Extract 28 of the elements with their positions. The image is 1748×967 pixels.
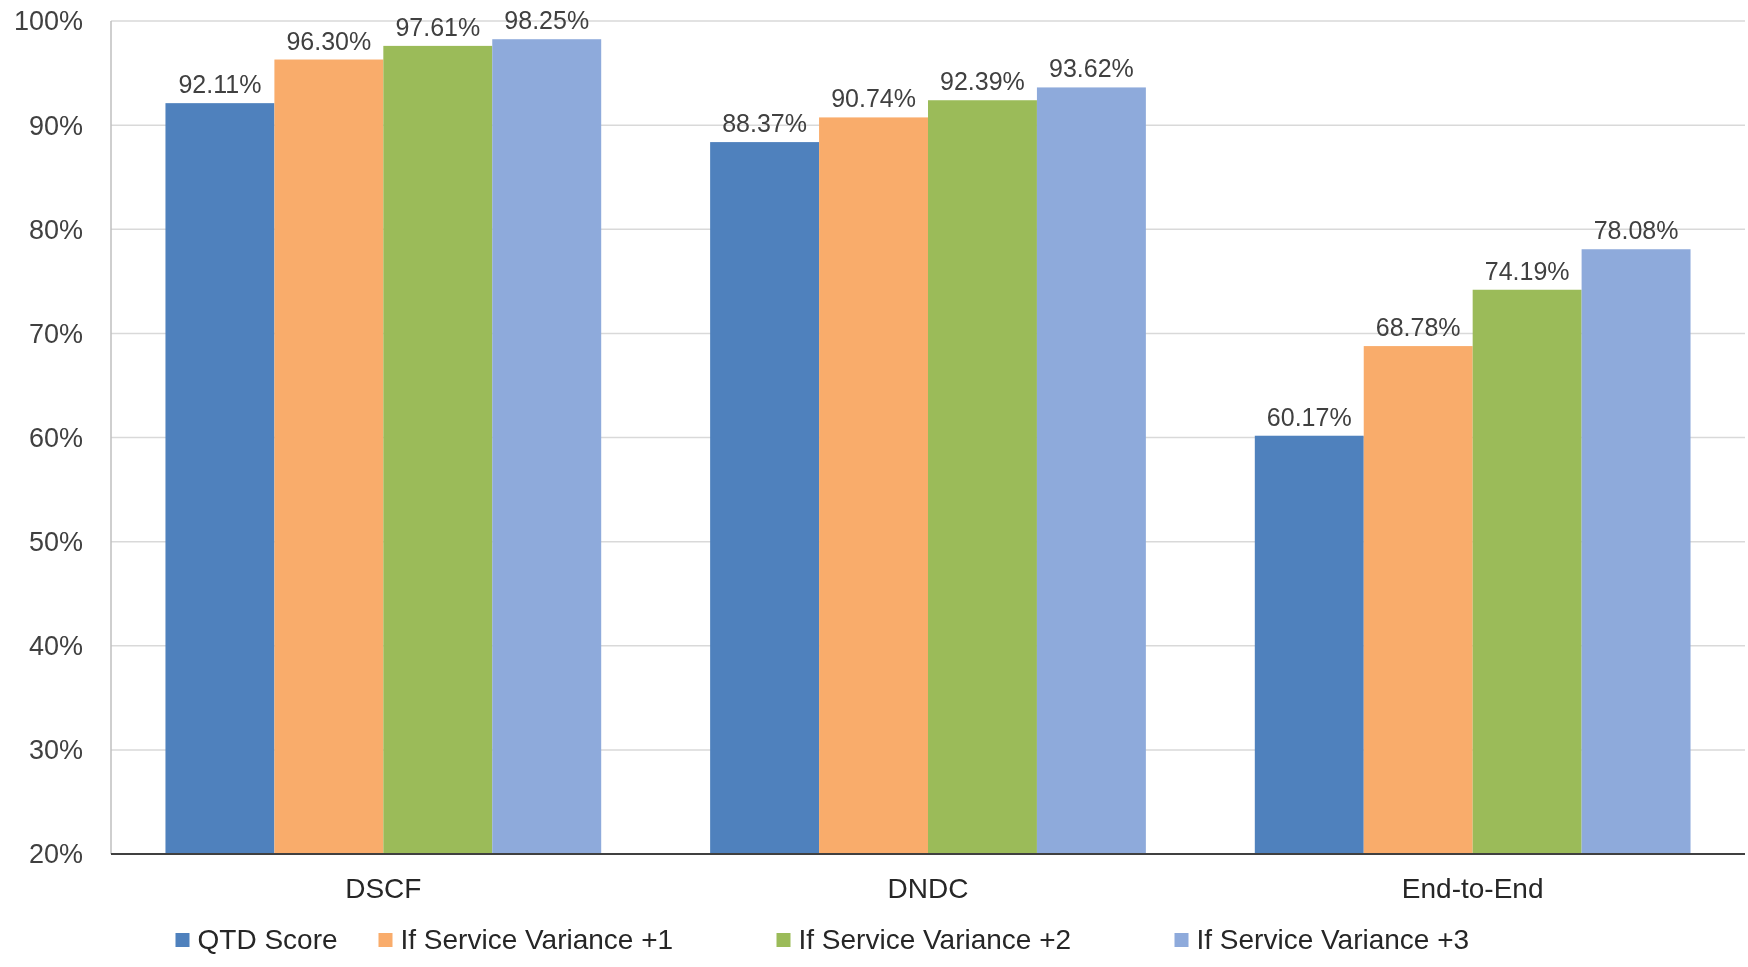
data-label: 96.30% [286,26,372,55]
x-tick-label: DNDC [887,873,969,904]
data-label: 68.78% [1375,313,1461,342]
legend-label: If Service Variance +3 [1196,924,1470,955]
data-label: 88.37% [722,109,807,138]
legend-label: If Service Variance +2 [798,924,1072,955]
data-label: 97.61% [395,12,481,41]
y-tick-label: 100% [13,6,83,37]
x-tick-label: End-to-End [1401,873,1544,904]
data-label: 93.62% [1049,54,1134,83]
data-label: 90.74% [831,84,916,113]
legend-label: If Service Variance +1 [400,924,674,955]
y-tick-label: 40% [28,631,83,662]
data-label: 92.11% [178,70,262,99]
data-label: 78.08% [1593,216,1679,245]
data-label: 92.39% [940,67,1025,96]
y-tick-label: 60% [28,422,83,453]
data-label: 60.17% [1266,402,1352,431]
y-tick-label: 20% [28,839,83,870]
y-tick-label: 90% [28,110,83,141]
data-label: 74.19% [1484,256,1570,285]
data-label: 98.25% [504,6,590,35]
y-tick-label: 30% [28,735,83,766]
y-tick-label: 80% [28,214,83,245]
y-tick-label: 50% [28,527,83,558]
x-tick-label: DSCF [345,873,422,904]
legend-label: QTD Score [197,924,338,955]
y-tick-label: 70% [28,318,83,349]
